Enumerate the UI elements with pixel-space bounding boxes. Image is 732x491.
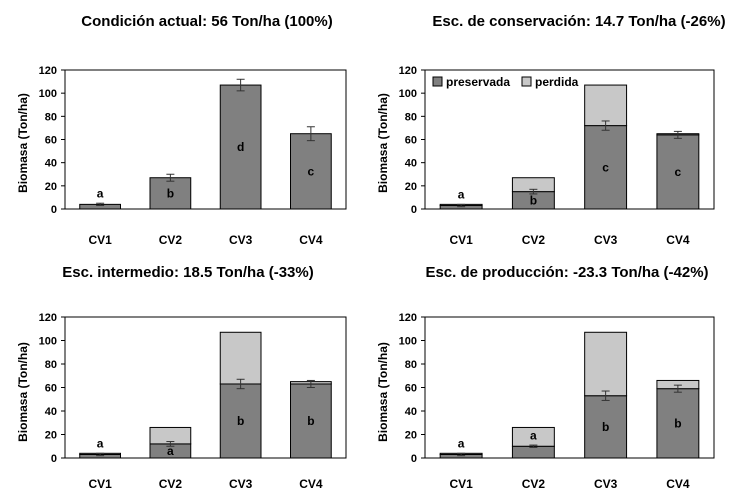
x-category-label: CV2 — [522, 233, 546, 247]
significance-letter: a — [97, 186, 104, 200]
x-category-label: CV4 — [666, 233, 690, 247]
panel-title: Condición actual: 56 Ton/ha (100%) — [81, 13, 332, 30]
y-tick-label: 120 — [39, 312, 57, 324]
significance-letter: c — [308, 164, 315, 178]
legend-label: perdida — [535, 75, 579, 89]
y-tick-label: 20 — [405, 181, 417, 193]
y-tick-label: 20 — [405, 430, 417, 442]
x-category-label: CV3 — [594, 233, 618, 247]
y-tick-label: 0 — [411, 453, 417, 465]
y-tick-label: 40 — [405, 406, 417, 418]
bar-perdida — [219, 331, 262, 385]
y-tick-label: 60 — [45, 135, 57, 147]
y-tick-label: 80 — [405, 359, 417, 371]
bar-preservada — [219, 383, 262, 459]
y-tick-label: 60 — [405, 135, 417, 147]
y-tick-label: 0 — [51, 453, 57, 465]
significance-letter: a — [97, 436, 104, 450]
x-category-label: CV2 — [159, 477, 183, 491]
y-axis-label: Biomasa (Ton/ha) — [16, 93, 30, 193]
panel-title: Esc. de conservación: 14.7 Ton/ha (-26%) — [432, 13, 725, 30]
x-category-label: CV3 — [229, 477, 253, 491]
panel-esc-intermedio: Esc. intermedio: 18.5 Ton/ha (-33%) Biom… — [16, 264, 314, 442]
panel-title: Esc. de producción: -23.3 Ton/ha (-42%) — [425, 264, 708, 281]
y-tick-label: 40 — [45, 406, 57, 418]
bar-preservada — [584, 125, 628, 210]
x-category-label: CV1 — [449, 233, 473, 247]
panel-esc-conservacion: Esc. de conservación: 14.7 Ton/ha (-26%)… — [376, 13, 726, 193]
y-tick-label: 100 — [399, 88, 417, 100]
y-tick-label: 80 — [45, 359, 57, 371]
x-category-label: CV4 — [299, 233, 323, 247]
y-tick-label: 40 — [405, 158, 417, 170]
panel-condicion-actual: Condición actual: 56 Ton/ha (100%) Bioma… — [16, 13, 333, 193]
panel-title: Esc. intermedio: 18.5 Ton/ha (-33%) — [62, 264, 313, 281]
y-tick-label: 100 — [39, 88, 57, 100]
panel-esc-produccion: Esc. de producción: -23.3 Ton/ha (-42%) … — [376, 264, 709, 442]
y-axis-label: Biomasa (Ton/ha) — [376, 342, 390, 442]
x-category-label: CV4 — [666, 477, 690, 491]
bar-preservada — [511, 445, 555, 459]
y-tick-label: 100 — [399, 336, 417, 348]
significance-letter: d — [237, 140, 244, 154]
x-category-label: CV1 — [88, 477, 112, 491]
significance-letter: a — [167, 444, 174, 458]
x-category-label: CV2 — [159, 233, 183, 247]
x-category-label: CV1 — [449, 477, 473, 491]
y-tick-label: 120 — [399, 312, 417, 324]
legend-swatch-preservada — [432, 76, 443, 87]
bar-preservada — [219, 84, 262, 210]
x-category-label: CV4 — [299, 477, 323, 491]
significance-letter: b — [167, 186, 174, 200]
plot-area: 0 20 40 60 80 100 120 a CV1 b CV2 d CV3 c CV4 — [39, 65, 347, 247]
bar-perdida — [584, 84, 628, 127]
legend-swatch-perdida — [521, 76, 532, 87]
significance-letter: b — [307, 414, 314, 428]
legend: preservada perdida — [432, 75, 579, 89]
y-tick-label: 40 — [45, 158, 57, 170]
significance-letter: b — [674, 416, 681, 430]
y-tick-label: 60 — [45, 383, 57, 395]
significance-letter: b — [530, 193, 537, 207]
y-axis-label: Biomasa (Ton/ha) — [376, 93, 390, 193]
significance-letter: a — [530, 428, 537, 442]
bar-perdida — [584, 331, 628, 397]
x-category-label: CV1 — [88, 233, 112, 247]
bar-preservada — [290, 383, 332, 459]
bar-preservada — [290, 133, 332, 210]
x-category-label: CV2 — [522, 477, 546, 491]
y-tick-label: 120 — [39, 65, 57, 77]
y-axis-label: Biomasa (Ton/ha) — [16, 342, 30, 442]
y-tick-label: 60 — [405, 383, 417, 395]
bar-preservada — [656, 134, 700, 210]
significance-letter: b — [237, 414, 244, 428]
y-tick-label: 20 — [45, 430, 57, 442]
significance-letter: b — [602, 420, 609, 434]
bar-preservada — [656, 388, 700, 459]
y-tick-label: 0 — [411, 204, 417, 216]
significance-letter: a — [458, 188, 465, 202]
y-tick-label: 0 — [51, 204, 57, 216]
significance-letter: c — [602, 160, 609, 174]
x-category-label: CV3 — [229, 233, 253, 247]
legend-label: preservada — [446, 75, 510, 89]
x-category-label: CV3 — [594, 477, 618, 491]
plot-area: 0 20 40 60 80 100 120 a CV1 a CV2 b CV3 b CV4 — [399, 312, 715, 491]
y-tick-label: 100 — [39, 336, 57, 348]
y-tick-label: 120 — [399, 65, 417, 77]
significance-letter: c — [675, 165, 682, 179]
significance-letter: a — [458, 436, 465, 450]
y-tick-label: 20 — [45, 181, 57, 193]
y-tick-label: 80 — [45, 111, 57, 123]
bar-preservada — [149, 177, 192, 210]
plot-area: 0 20 40 60 80 100 120 a CV1 a CV2 b CV3 b CV4 — [39, 312, 347, 491]
plot-area: 0 20 40 60 80 100 120 a CV1 b CV2 c CV3 c CV4 preservad… — [399, 65, 715, 247]
y-tick-label: 80 — [405, 111, 417, 123]
